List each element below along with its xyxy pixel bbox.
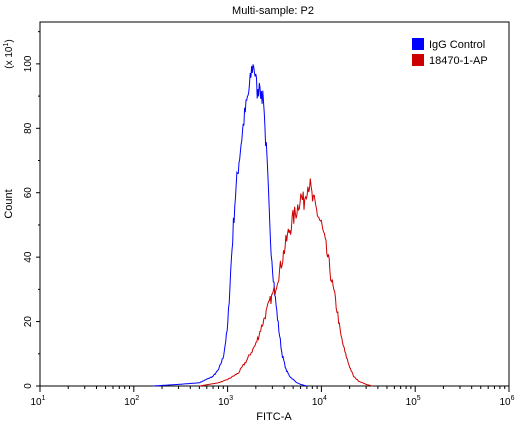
y-multiplier-label: (x 101) <box>3 39 15 68</box>
series-line-1 <box>199 178 373 387</box>
x-tick-label: 105 <box>406 395 421 408</box>
svg-text:(x 101): (x 101) <box>3 39 15 68</box>
series-line-0 <box>152 64 308 387</box>
legend-label-18470-1-ap: 18470-1-AP <box>429 55 488 67</box>
legend-swatch-18470-1-ap <box>412 54 424 66</box>
y-tick-label: 60 <box>23 187 34 199</box>
x-tick-label: 106 <box>499 395 514 408</box>
y-tick-label: 20 <box>23 316 34 328</box>
plot-area <box>39 21 510 387</box>
legend-label-igg-control: IgG Control <box>429 39 485 51</box>
legend-swatch-igg-control <box>412 38 424 50</box>
y-multiplier-exp: 1 <box>3 43 10 47</box>
x-axis: 101 102 103 104 105 106 <box>30 386 515 408</box>
series-layer <box>152 64 373 387</box>
x-tick-label: 103 <box>218 395 233 408</box>
chart-title: Multi-sample: P2 <box>232 5 314 17</box>
y-tick-label: 80 <box>23 122 34 134</box>
x-tick-label: 104 <box>312 395 327 408</box>
plot-frame <box>39 21 510 387</box>
y-multiplier-text: (x 10 <box>4 46 15 69</box>
y-tick-label: 100 <box>23 55 34 72</box>
y-axis-label: Count <box>3 189 15 218</box>
x-tick-label: 101 <box>30 395 45 408</box>
y-tick-label: 0 <box>23 383 34 389</box>
y-tick-label: 40 <box>23 251 34 263</box>
legend: IgG Control 18470-1-AP <box>412 38 488 67</box>
y-axis: 0 20 40 60 80 100 <box>23 31 40 389</box>
x-axis-label: FITC-A <box>256 411 292 423</box>
x-tick-label: 102 <box>124 395 139 408</box>
